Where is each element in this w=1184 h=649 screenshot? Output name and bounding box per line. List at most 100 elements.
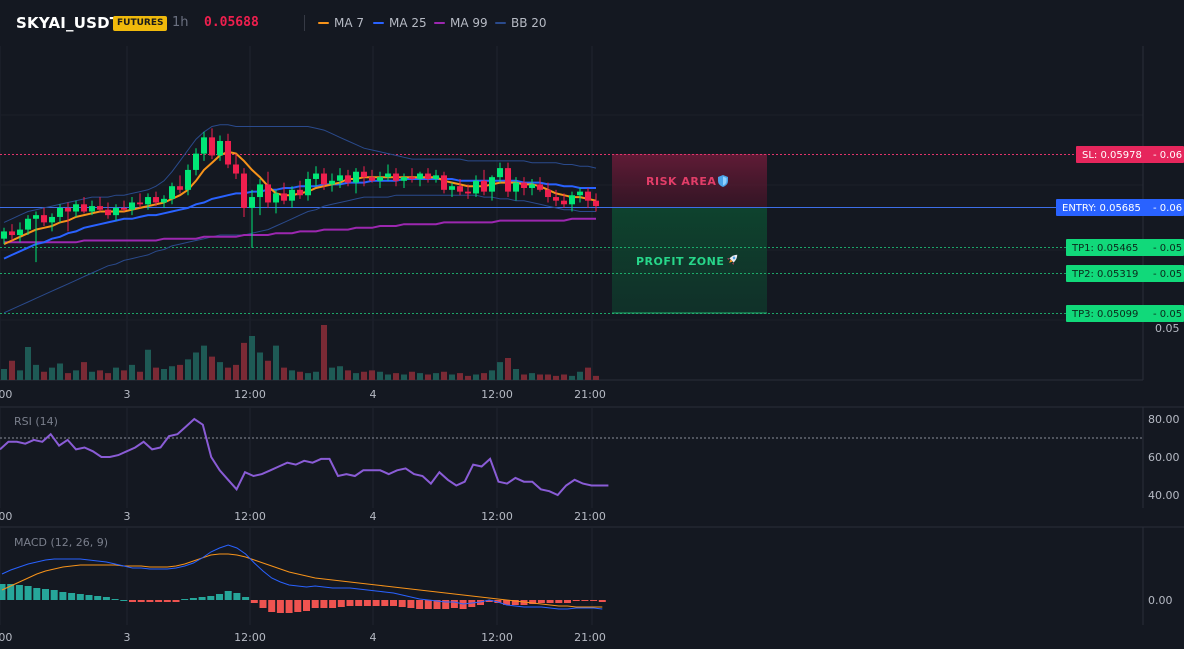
candle <box>233 153 239 179</box>
legend-ma25[interactable]: MA 25 <box>373 16 427 30</box>
candle <box>569 191 575 212</box>
candle-body <box>289 189 295 201</box>
candle-body <box>265 184 271 203</box>
bb-upper-line <box>3 124 597 223</box>
macd-histogram-bar <box>442 600 450 609</box>
candle <box>465 184 471 199</box>
macd-histogram-bar <box>146 600 154 602</box>
price-levels <box>0 154 1143 314</box>
macd-histogram-bar <box>450 600 458 608</box>
volume-bar <box>433 373 439 380</box>
candle <box>89 200 95 216</box>
volume-bar <box>1 369 7 380</box>
volume-bar <box>297 371 303 380</box>
macd-histogram-bar <box>337 600 345 607</box>
x-axis-label: 21:00 <box>574 631 606 644</box>
bollinger-bands <box>3 124 597 314</box>
volume-bar <box>577 371 583 380</box>
candle-body <box>121 207 127 210</box>
candle-body <box>249 197 255 208</box>
macd-axis-label: 0.00 <box>1148 594 1173 607</box>
macd-histogram-bar <box>198 597 206 600</box>
macd-histogram-bar <box>111 599 119 600</box>
candle-body <box>369 177 375 181</box>
volume-bar <box>497 362 503 380</box>
candle <box>489 175 495 201</box>
candle <box>473 175 479 198</box>
volume-bar <box>425 374 431 380</box>
candle-body <box>41 215 47 223</box>
candle-body <box>465 191 471 194</box>
volume-bar <box>257 352 263 380</box>
macd-histogram-bar <box>155 600 163 602</box>
macd-histogram-bar <box>320 600 328 608</box>
volume-bar <box>337 366 343 380</box>
chart-header: SKYAI_USDT FUTURES 1h 0.05688 MA 7 MA 25… <box>0 0 1184 46</box>
candle-body <box>457 186 463 192</box>
price-tag-label: TP1: 0.05465 <box>1071 243 1138 254</box>
candle <box>241 168 247 217</box>
timeframe-selector[interactable]: 1h <box>172 15 189 30</box>
candle-body <box>425 173 431 179</box>
candle <box>129 197 135 216</box>
candle-body <box>33 215 39 219</box>
x-axis-label: 21:00 <box>574 388 606 401</box>
rsi-pane[interactable]: RSI (14) 80.00 60.00 40.00 <box>0 413 1180 502</box>
axes: 2:00 2:00 2:00 3 3 3 12:00 12:00 12:00 4 4 4 12:00 12… <box>0 322 1180 644</box>
candle-body <box>193 153 199 170</box>
candle-body <box>57 207 63 217</box>
candle <box>49 213 55 232</box>
legend-ma99[interactable]: MA 99 <box>434 16 488 30</box>
macd-histogram-bar <box>137 600 145 602</box>
shield-icon <box>718 175 728 187</box>
volume-bar <box>233 364 239 380</box>
candle <box>81 197 87 214</box>
macd-histogram-bar <box>120 600 128 601</box>
candle-body <box>489 177 495 192</box>
x-axis-label: 12:00 <box>234 631 266 644</box>
candlesticks[interactable] <box>1 128 599 263</box>
candle <box>441 171 447 194</box>
candle <box>561 193 567 208</box>
candle <box>73 200 79 217</box>
candle-body <box>353 171 359 183</box>
candle <box>289 186 295 208</box>
volume-bar <box>329 367 335 380</box>
price-tag-label: TP3: 0.05099 <box>1071 309 1138 320</box>
candle <box>257 178 263 216</box>
macd-histogram-bar <box>555 600 563 603</box>
volume-bar <box>489 370 495 380</box>
candle <box>57 204 63 223</box>
candle <box>97 197 103 212</box>
x-axis-label: 12:00 <box>481 631 513 644</box>
volume-bar <box>185 359 191 380</box>
legend-ma7[interactable]: MA 7 <box>318 16 364 30</box>
symbol-title[interactable]: SKYAI_USDT <box>16 14 121 32</box>
candle <box>177 175 183 194</box>
candle-body <box>337 175 343 181</box>
legend-swatch <box>373 22 384 24</box>
price-tag-bg <box>1066 265 1184 282</box>
macd-signal-line <box>1 553 603 608</box>
candle <box>393 168 399 187</box>
legend-label: MA 99 <box>450 16 488 30</box>
candle-body <box>529 184 535 189</box>
volume-bar <box>529 373 535 380</box>
candle <box>105 202 111 219</box>
candle <box>273 189 279 214</box>
legend-bb20[interactable]: BB 20 <box>495 16 547 30</box>
macd-histogram-bar <box>390 600 397 606</box>
price-tag-label: ENTRY: 0.05685 <box>1062 203 1141 214</box>
macd-histogram-bar <box>181 599 189 600</box>
macd-histogram-bar <box>85 595 93 600</box>
legend-label: MA 7 <box>334 16 365 30</box>
volume-bar <box>153 367 159 380</box>
macd-pane[interactable]: MACD (12, 26, 9) 0.00 <box>0 536 1173 613</box>
macd-histogram-bar <box>59 592 67 600</box>
macd-histogram-bar <box>24 586 32 600</box>
candle-body <box>577 191 583 196</box>
candle-body <box>97 206 103 210</box>
price-tag-tp: TP2: 0.05319 - 0.05 <box>1066 265 1184 282</box>
candle <box>433 169 439 183</box>
